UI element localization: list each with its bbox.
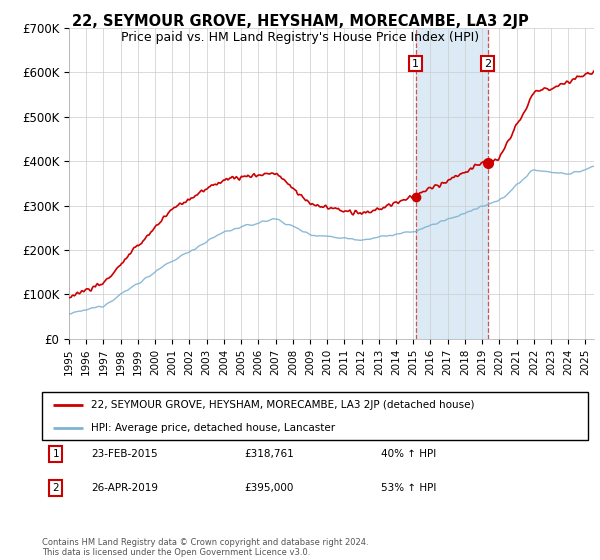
Text: Price paid vs. HM Land Registry's House Price Index (HPI): Price paid vs. HM Land Registry's House … bbox=[121, 31, 479, 44]
Text: 2: 2 bbox=[52, 483, 59, 493]
Text: 23-FEB-2015: 23-FEB-2015 bbox=[91, 449, 158, 459]
Text: 1: 1 bbox=[412, 59, 419, 68]
Text: 53% ↑ HPI: 53% ↑ HPI bbox=[380, 483, 436, 493]
Text: 40% ↑ HPI: 40% ↑ HPI bbox=[380, 449, 436, 459]
Text: 1: 1 bbox=[52, 449, 59, 459]
FancyBboxPatch shape bbox=[42, 392, 588, 440]
Text: 2: 2 bbox=[484, 59, 491, 68]
Text: 22, SEYMOUR GROVE, HEYSHAM, MORECAMBE, LA3 2JP: 22, SEYMOUR GROVE, HEYSHAM, MORECAMBE, L… bbox=[71, 14, 529, 29]
Bar bbox=[416, 28, 488, 339]
Text: HPI: Average price, detached house, Lancaster: HPI: Average price, detached house, Lanc… bbox=[91, 423, 335, 433]
Text: £318,761: £318,761 bbox=[244, 449, 294, 459]
Text: 26-APR-2019: 26-APR-2019 bbox=[91, 483, 158, 493]
Text: £395,000: £395,000 bbox=[244, 483, 293, 493]
Text: Contains HM Land Registry data © Crown copyright and database right 2024.
This d: Contains HM Land Registry data © Crown c… bbox=[42, 538, 368, 557]
Text: 22, SEYMOUR GROVE, HEYSHAM, MORECAMBE, LA3 2JP (detached house): 22, SEYMOUR GROVE, HEYSHAM, MORECAMBE, L… bbox=[91, 400, 475, 410]
